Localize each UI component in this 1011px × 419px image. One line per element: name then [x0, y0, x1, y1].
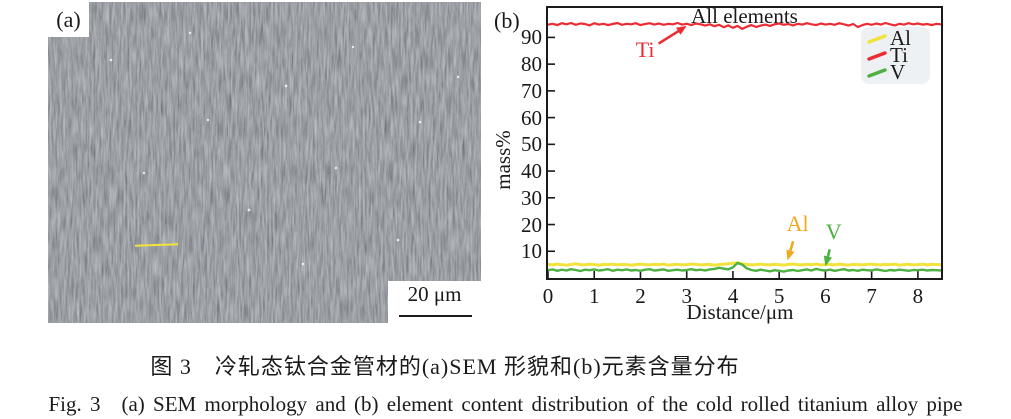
x-tick-label: 7 [866, 284, 877, 308]
legend-label: Al [890, 26, 911, 50]
x-tick-label: 8 [912, 284, 924, 308]
chart-title: All elements [691, 4, 798, 28]
sem-bright-specks [109, 31, 460, 266]
x-tick-label: 1 [588, 284, 600, 308]
panel-a-label-text: (a) [56, 6, 81, 32]
legend-item-ti: Ti [866, 43, 930, 67]
legend-swatch-v [867, 68, 887, 78]
legend-label: V [890, 60, 906, 84]
series-line-ti [548, 21, 941, 30]
caption-chinese: 图 3 冷轧态钛合金管材的(a)SEM 形貌和(b)元素含量分布 [150, 354, 740, 379]
x-tick-label: 6 [820, 284, 831, 308]
y-tick-label: 10 [521, 239, 542, 264]
panel-a-label: (a) [48, 2, 89, 37]
x-tick-label: 2 [635, 284, 646, 308]
sem-panel: (a) 20 μm [48, 2, 481, 323]
y-tick-label: 60 [521, 105, 542, 130]
y-tick-label: 30 [521, 185, 542, 210]
annotation-v: V [826, 219, 842, 244]
legend-item-v: V [866, 60, 930, 84]
x-tick-label: 4 [727, 284, 739, 308]
legend-swatch-al [867, 34, 887, 44]
caption-english: Fig. 3 (a) SEM morphology and (b) elemen… [48, 392, 963, 416]
y-tick-label: 20 [521, 212, 542, 237]
x-axis-label: Distance/μm [686, 300, 794, 324]
y-tick-label: 70 [521, 78, 542, 103]
legend-label: Ti [890, 43, 908, 67]
legend-item-al: Al [866, 26, 930, 50]
annotation-ti: Ti [636, 37, 655, 62]
series-line-v [548, 261, 941, 273]
y-tick-label: 90 [521, 25, 542, 50]
legend-swatch-ti [867, 51, 887, 61]
y-tick-label: 80 [521, 52, 542, 77]
legend: Al Ti V [861, 27, 930, 84]
series-line-al [548, 261, 941, 267]
scale-bar-label: 20 μm [407, 282, 462, 306]
x-tick-label: 0 [542, 284, 554, 308]
sem-image [48, 2, 481, 323]
x-tick-label: 5 [773, 284, 785, 308]
scale-bar: 20 μm [388, 281, 481, 323]
y-tick-label: 40 [521, 159, 542, 184]
x-tick-label: 3 [681, 284, 692, 308]
panel-b-label: (b) [494, 8, 520, 33]
annotation-al: Al [787, 211, 809, 236]
scale-bar-line [399, 315, 472, 317]
y-tick-label: 50 [521, 132, 542, 157]
